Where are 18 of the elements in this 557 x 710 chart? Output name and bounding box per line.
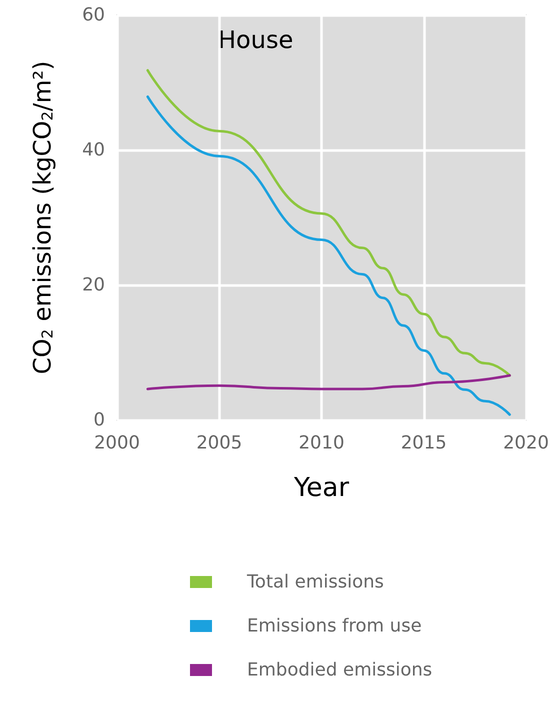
x-tick-label: 2020 [503,432,549,454]
y-tick-label: 40 [82,140,105,160]
legend-label: Embodied emissions [247,660,432,680]
y-axis-title: CO2 emissions (kgCO2/m²) [28,60,56,374]
line-series [146,374,511,390]
legend-label: Total emissions [246,572,384,592]
line-series [146,95,511,416]
line-series [146,69,511,377]
annotation: House [218,26,294,54]
x-tick-label: 2015 [400,432,447,454]
x-tick-label: 2000 [94,432,140,454]
x-tick-label: 2005 [196,432,242,454]
y-tick-label: 0 [94,410,105,430]
legend-label: Emissions from use [247,616,422,636]
x-tick-label: 2010 [298,432,344,454]
x-axis-title: Year [292,473,350,503]
y-tick-label: 60 [82,4,105,26]
y-tick-label: 20 [82,274,105,296]
